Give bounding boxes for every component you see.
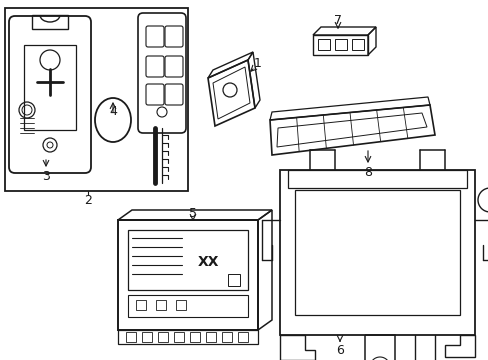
Bar — [287, 170, 466, 188]
Bar — [156, 300, 165, 310]
Bar — [32, 15, 68, 29]
Bar — [5, 8, 187, 191]
Text: 5: 5 — [189, 207, 197, 220]
Text: 4: 4 — [109, 104, 117, 117]
Text: 2: 2 — [84, 194, 92, 207]
Bar — [334, 39, 346, 50]
Bar — [280, 170, 474, 335]
Text: 1: 1 — [254, 57, 262, 69]
Bar — [142, 332, 152, 342]
Bar — [118, 330, 258, 344]
Bar — [158, 332, 168, 342]
Bar — [126, 332, 136, 342]
Bar — [294, 190, 459, 315]
Text: XX: XX — [197, 255, 218, 269]
Bar — [176, 300, 185, 310]
Text: 8: 8 — [363, 166, 371, 179]
Bar — [118, 220, 258, 330]
Text: 6: 6 — [335, 345, 343, 357]
Bar — [317, 39, 329, 50]
Bar — [190, 332, 200, 342]
Bar — [174, 332, 183, 342]
Bar — [136, 300, 146, 310]
Bar — [312, 35, 367, 55]
Bar — [128, 230, 247, 290]
Bar — [128, 295, 247, 317]
Bar — [351, 39, 363, 50]
Bar — [24, 45, 76, 130]
Bar — [227, 274, 240, 286]
Bar — [205, 332, 216, 342]
Bar — [238, 332, 247, 342]
Text: 3: 3 — [42, 170, 50, 183]
Text: 7: 7 — [333, 14, 341, 27]
Bar — [222, 332, 231, 342]
